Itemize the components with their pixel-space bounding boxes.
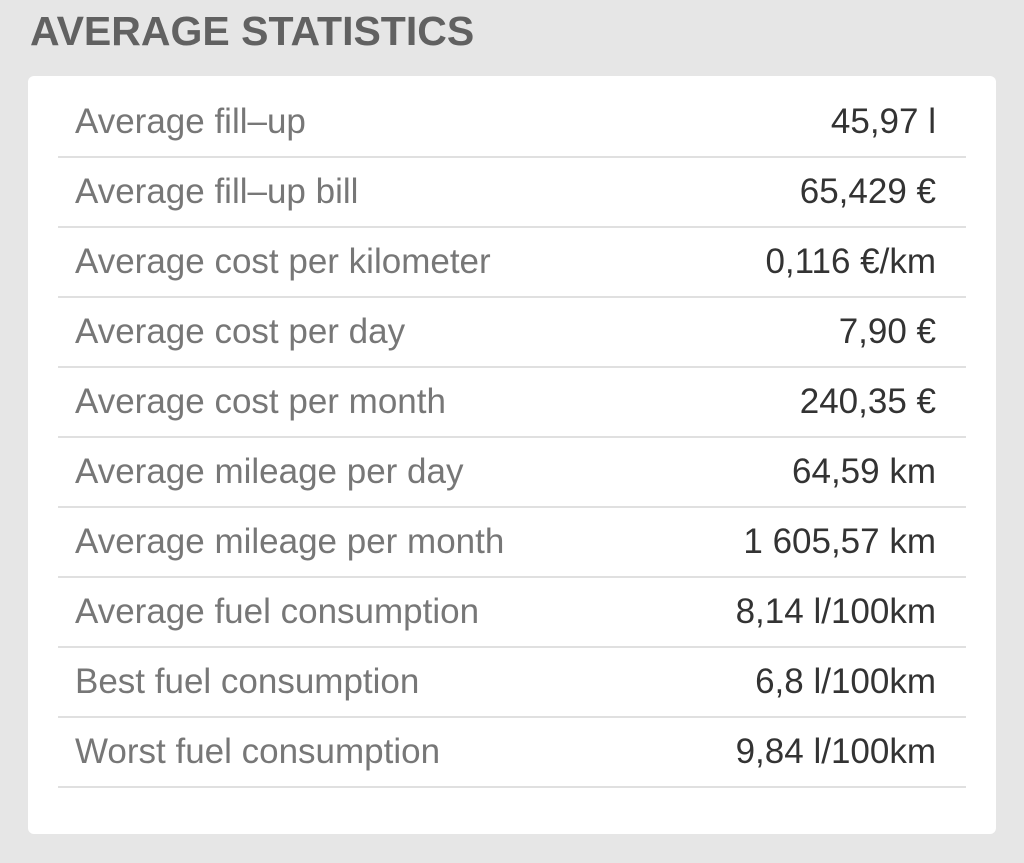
section-title: AVERAGE STATISTICS — [30, 8, 475, 54]
stat-row: Average mileage per day 64,59 km — [58, 438, 966, 508]
stat-label: Average mileage per day — [75, 452, 464, 491]
stat-value: 64,59 km — [792, 452, 936, 491]
stat-label: Average fill–up bill — [75, 172, 359, 211]
stat-row: Average mileage per month 1 605,57 km — [58, 508, 966, 578]
stat-row: Average cost per day 7,90 € — [58, 298, 966, 368]
stat-label: Average fuel consumption — [75, 592, 480, 631]
stat-value: 0,116 €/km — [765, 242, 936, 281]
stat-label: Average cost per day — [75, 312, 406, 351]
stat-value: 6,8 l/100km — [755, 662, 936, 701]
stat-label: Average cost per kilometer — [75, 242, 491, 281]
stat-label: Average fill–up — [75, 102, 306, 141]
stat-row: Worst fuel consumption 9,84 l/100km — [58, 718, 966, 788]
stat-row: Average fill–up bill 65,429 € — [58, 158, 966, 228]
stat-value: 8,14 l/100km — [735, 592, 936, 631]
stat-value: 7,90 € — [838, 312, 936, 351]
stat-value: 240,35 € — [799, 382, 936, 421]
statistics-card: Average fill–up 45,97 l Average fill–up bi… — [28, 76, 996, 834]
stat-row: Average cost per month 240,35 € — [58, 368, 966, 438]
stat-label: Average mileage per month — [75, 522, 505, 561]
stat-value: 65,429 € — [799, 172, 936, 211]
stat-row: Average cost per kilometer 0,116 €/km — [58, 228, 966, 298]
stat-row: Average fuel consumption 8,14 l/100km — [58, 578, 966, 648]
stat-label: Best fuel consumption — [75, 662, 420, 701]
stat-label: Average cost per month — [75, 382, 446, 421]
stat-label: Worst fuel consumption — [75, 732, 441, 771]
stat-value: 45,97 l — [830, 102, 936, 141]
stat-value: 1 605,57 km — [743, 522, 936, 561]
stat-row: Average fill–up 45,97 l — [58, 88, 966, 158]
stat-row: Best fuel consumption 6,8 l/100km — [58, 648, 966, 718]
stat-value: 9,84 l/100km — [735, 732, 936, 771]
